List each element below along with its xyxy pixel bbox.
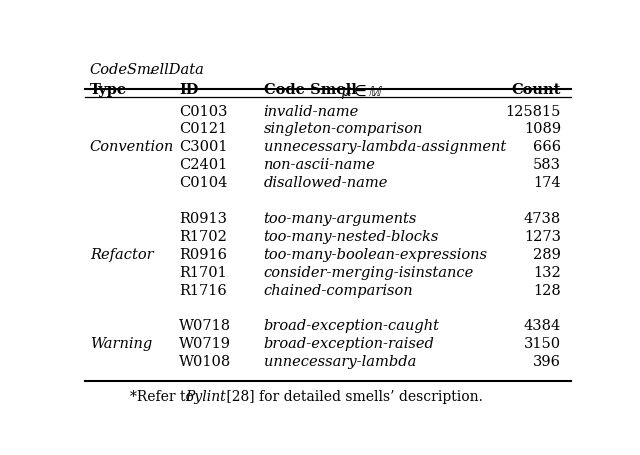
Text: unnecessary-lambda-assignment: unnecessary-lambda-assignment: [264, 140, 506, 154]
Text: Code Smell: Code Smell: [264, 83, 362, 96]
Text: R1702: R1702: [179, 229, 227, 243]
Text: C3001: C3001: [179, 140, 228, 154]
Text: CodeSmellData: CodeSmellData: [90, 63, 205, 77]
Text: broad-exception-caught: broad-exception-caught: [264, 319, 440, 333]
Text: too-many-boolean-expressions: too-many-boolean-expressions: [264, 247, 488, 261]
Text: W0108: W0108: [179, 354, 232, 369]
Text: W0718: W0718: [179, 319, 231, 333]
Text: 4738: 4738: [524, 212, 561, 226]
Text: unnecessary-lambda: unnecessary-lambda: [264, 354, 416, 369]
Text: singleton-comparison: singleton-comparison: [264, 122, 423, 136]
Text: C0103: C0103: [179, 104, 228, 118]
Text: 4384: 4384: [524, 319, 561, 333]
Text: C2401: C2401: [179, 158, 227, 172]
Text: 289: 289: [533, 247, 561, 261]
Text: R0913: R0913: [179, 212, 227, 226]
Text: *Refer to: *Refer to: [129, 389, 198, 403]
Text: 125815: 125815: [506, 104, 561, 118]
Text: too-many-arguments: too-many-arguments: [264, 212, 417, 226]
Text: R1716: R1716: [179, 283, 227, 297]
Text: .: .: [148, 63, 153, 77]
Text: 3150: 3150: [524, 337, 561, 351]
Text: ID: ID: [179, 83, 198, 96]
Text: 666: 666: [533, 140, 561, 154]
Text: Count: Count: [512, 83, 561, 96]
Text: 128: 128: [533, 283, 561, 297]
Text: C0121: C0121: [179, 122, 227, 136]
Text: non-ascii-name: non-ascii-name: [264, 158, 376, 172]
Text: 174: 174: [534, 176, 561, 190]
Text: $\mu \in \mathbb{M}$: $\mu \in \mathbb{M}$: [341, 83, 384, 101]
Text: [28] for detailed smells’ description.: [28] for detailed smells’ description.: [222, 389, 483, 403]
Text: Warning: Warning: [90, 337, 152, 351]
Text: W0719: W0719: [179, 337, 231, 351]
Text: Convention: Convention: [90, 140, 174, 154]
Text: invalid-name: invalid-name: [264, 104, 359, 118]
Text: disallowed-name: disallowed-name: [264, 176, 388, 190]
Text: broad-exception-raised: broad-exception-raised: [264, 337, 435, 351]
Text: Type: Type: [90, 83, 127, 96]
Text: chained-comparison: chained-comparison: [264, 283, 413, 297]
Text: R1701: R1701: [179, 265, 227, 279]
Text: too-many-nested-blocks: too-many-nested-blocks: [264, 229, 439, 243]
Text: 1089: 1089: [524, 122, 561, 136]
Text: Pylint: Pylint: [185, 389, 226, 403]
Text: 1273: 1273: [524, 229, 561, 243]
Text: C0104: C0104: [179, 176, 228, 190]
Text: Refactor: Refactor: [90, 247, 154, 261]
Text: 396: 396: [533, 354, 561, 369]
Text: R0916: R0916: [179, 247, 227, 261]
Text: 583: 583: [533, 158, 561, 172]
Text: consider-merging-isinstance: consider-merging-isinstance: [264, 265, 474, 279]
Text: 132: 132: [533, 265, 561, 279]
